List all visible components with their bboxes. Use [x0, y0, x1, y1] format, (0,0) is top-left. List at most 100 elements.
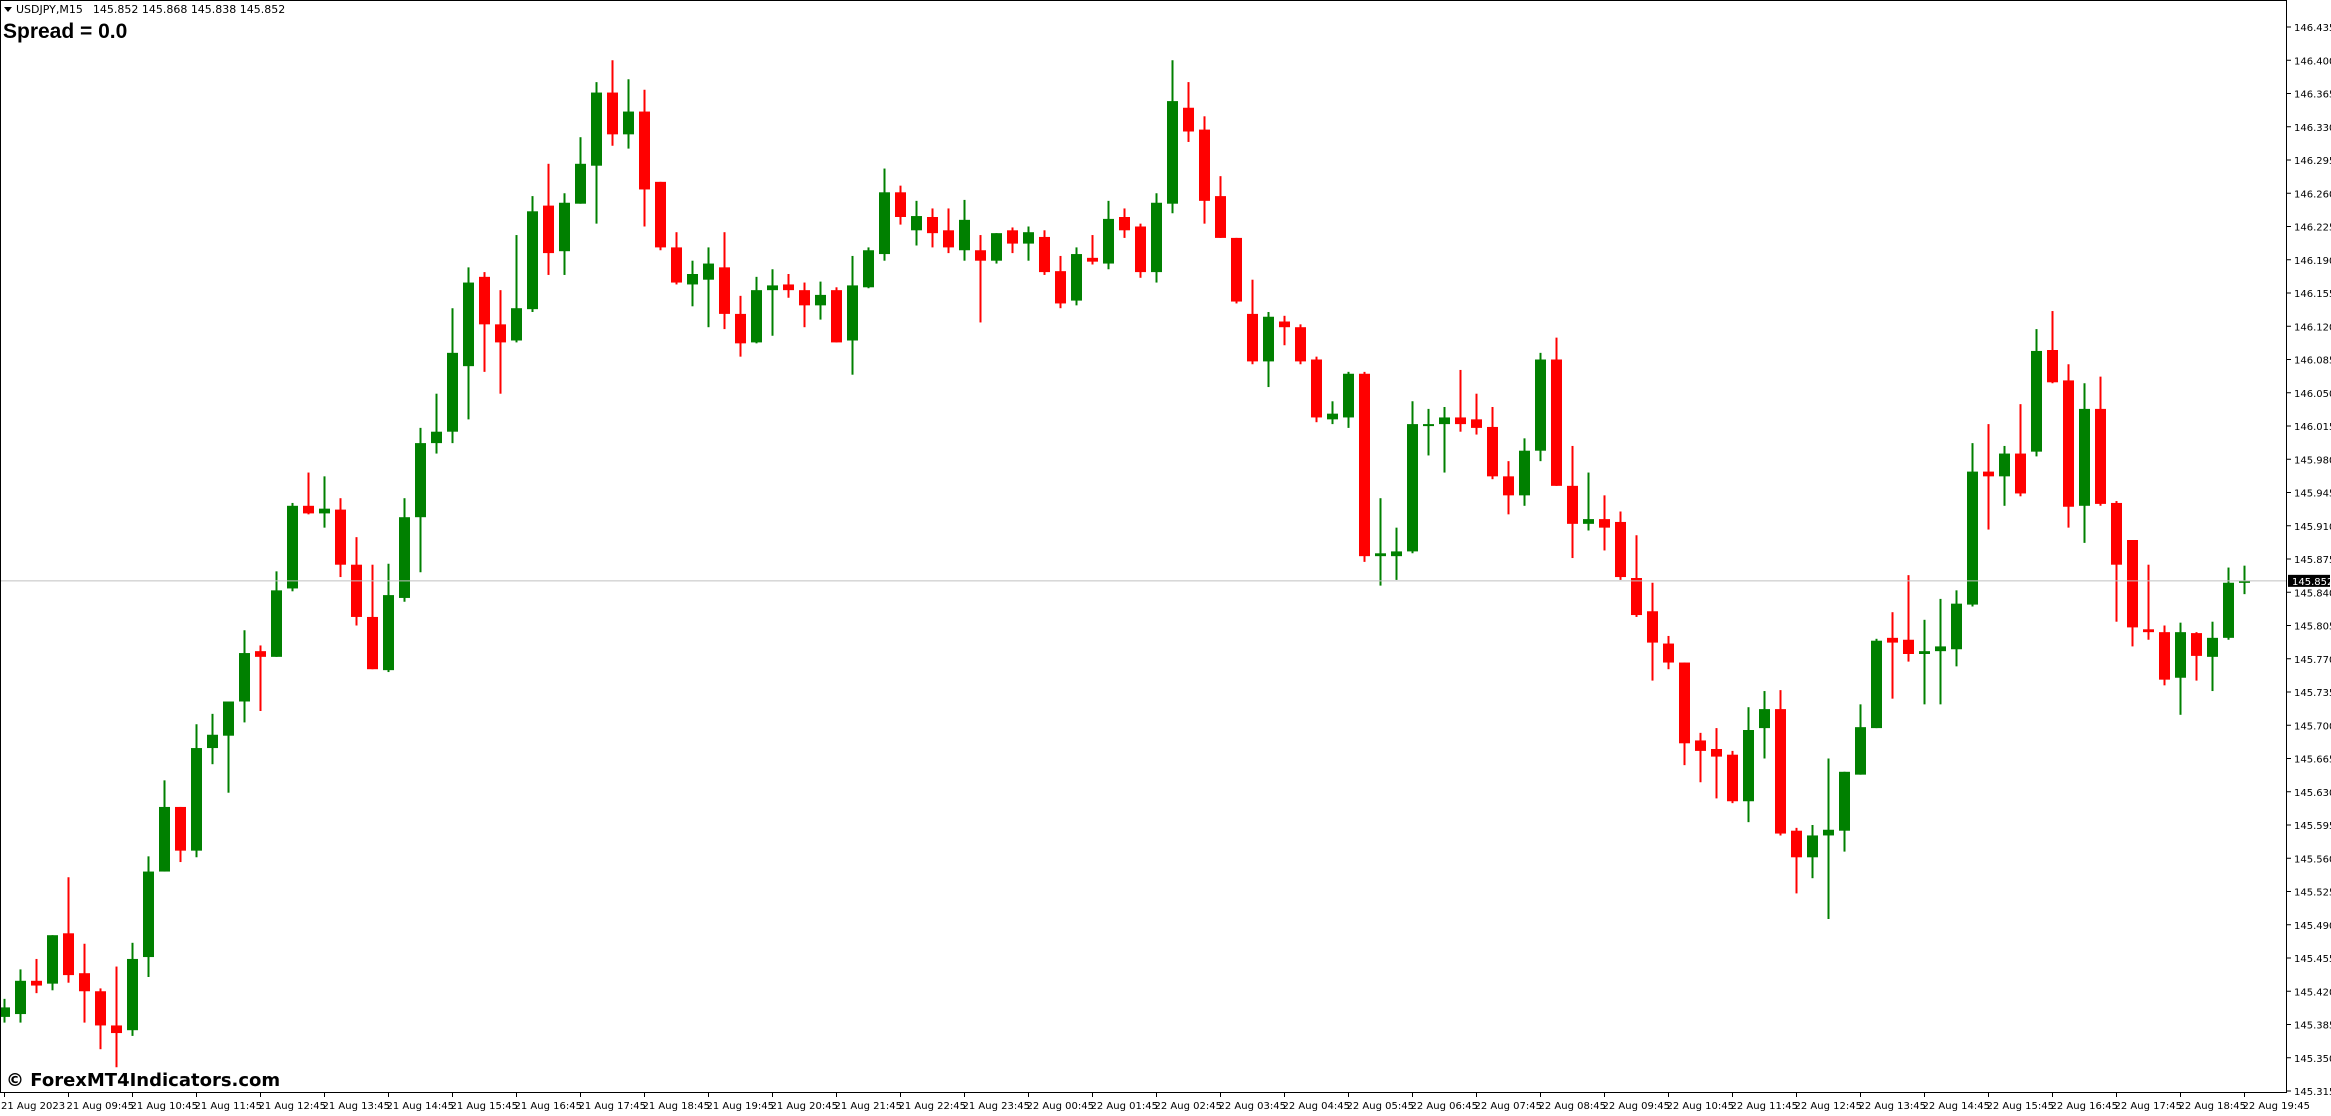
- candle-body: [335, 509, 346, 565]
- candle: [367, 564, 378, 670]
- candle-body: [143, 871, 154, 958]
- candle-body: [415, 443, 426, 518]
- watermark: © ForexMT4Indicators.com: [6, 1070, 281, 1091]
- candle-body: [1727, 754, 1738, 802]
- candle: [735, 295, 746, 357]
- candle-body: [1023, 232, 1034, 244]
- price-tick-label: 146.330: [2294, 123, 2331, 134]
- candle-body: [831, 290, 842, 343]
- candle-body: [2095, 408, 2106, 504]
- candle: [287, 502, 298, 592]
- time-tick-label: 22 Aug 18:45: [2179, 1101, 2246, 1112]
- candle-body: [543, 205, 554, 254]
- candle-body: [735, 313, 746, 344]
- candle-body: [1951, 603, 1962, 650]
- candle: [0, 998, 10, 1023]
- time-tick-label: 21 Aug 14:45: [387, 1101, 454, 1112]
- candle: [1039, 230, 1050, 275]
- candle-body: [1215, 196, 1226, 238]
- price-tick-label: 146.295: [2294, 156, 2331, 167]
- candle-body: [1135, 226, 1146, 273]
- candle: [2207, 621, 2218, 692]
- candle: [1535, 352, 1546, 462]
- candle-body: [751, 290, 762, 343]
- candle: [495, 290, 506, 394]
- candle: [719, 232, 730, 330]
- price-tick-label: 146.015: [2294, 422, 2331, 433]
- candle: [1343, 371, 1354, 428]
- candle-body: [1663, 643, 1674, 663]
- time-tick-label: 21 Aug 09:45: [67, 1101, 134, 1112]
- candle: [1311, 356, 1322, 423]
- price-tick-label: 145.945: [2294, 489, 2331, 500]
- price-tick-label: 146.120: [2294, 322, 2331, 333]
- candle: [1775, 690, 1786, 836]
- candle-body: [1247, 313, 1258, 362]
- candle: [319, 476, 330, 528]
- candle-body: [1327, 413, 1338, 420]
- candle: [479, 272, 490, 372]
- candle-body: [607, 92, 618, 135]
- time-tick-label: 22 Aug 14:45: [1923, 1101, 1990, 1112]
- candle-body: [1999, 453, 2010, 477]
- candle-body: [495, 324, 506, 343]
- candle-body: [687, 274, 698, 285]
- candle-body: [1791, 830, 1802, 858]
- price-tick-label: 146.050: [2294, 389, 2331, 400]
- candle-body: [1519, 450, 1530, 496]
- candle-body: [959, 219, 970, 251]
- time-tick-label: 22 Aug 04:45: [1283, 1101, 1350, 1112]
- candle: [591, 82, 602, 224]
- candle: [63, 877, 74, 983]
- price-axis[interactable]: 146.435 146.400 146.365 146.330 146.295 146.2…: [2287, 23, 2331, 1098]
- price-tick-label: 145.455: [2294, 954, 2331, 965]
- candle-body: [1855, 727, 1866, 775]
- candle: [2127, 540, 2138, 647]
- candle: [1727, 750, 1738, 804]
- time-tick-label: 21 Aug 11:45: [195, 1101, 262, 1112]
- candle: [575, 137, 586, 204]
- price-tick-label: 145.560: [2294, 854, 2331, 865]
- time-tick-label: 21 Aug 18:45: [643, 1101, 710, 1112]
- candle: [2063, 364, 2074, 528]
- time-tick-label: 22 Aug 19:45: [2243, 1101, 2310, 1112]
- candle: [1231, 237, 1242, 304]
- candle: [175, 806, 186, 863]
- candle: [1247, 279, 1258, 365]
- time-tick-label: 22 Aug 08:45: [1539, 1101, 1606, 1112]
- candle: [943, 208, 954, 254]
- candle-body: [1295, 327, 1306, 362]
- candle-body: [2047, 350, 2058, 383]
- candle-body: [799, 290, 810, 306]
- candle: [1167, 60, 1178, 214]
- triangle-down-icon[interactable]: [4, 7, 12, 12]
- candle-body: [47, 935, 58, 984]
- candle: [1983, 424, 1994, 530]
- candle: [1183, 82, 1194, 142]
- price-tick-label: 146.155: [2294, 289, 2331, 300]
- candle-body: [655, 181, 666, 248]
- time-tick-label: 21 Aug 17:45: [579, 1101, 646, 1112]
- price-tick-label: 145.665: [2294, 755, 2331, 766]
- time-tick-label: 22 Aug 15:45: [1987, 1101, 2054, 1112]
- candle: [271, 571, 282, 657]
- time-tick-label: 21 Aug 19:45: [707, 1101, 774, 1112]
- current-price-box: [2288, 574, 2330, 587]
- candle: [607, 60, 618, 146]
- candle-body: [1103, 218, 1114, 264]
- price-tick-label: 146.225: [2294, 223, 2331, 234]
- price-tick-label: 145.350: [2294, 1054, 2331, 1065]
- candle-body: [703, 263, 714, 280]
- symbol-timeframe: USDJPY,M15: [16, 3, 83, 16]
- candle: [1807, 825, 1818, 879]
- candle-body: [1615, 521, 1626, 578]
- candle: [1263, 312, 1274, 388]
- candle-body: [2031, 350, 2042, 452]
- candle: [2095, 376, 2106, 506]
- candle-body: [1775, 709, 1786, 834]
- candle-body: [1887, 637, 1898, 643]
- candle-body: [1167, 101, 1178, 204]
- candle: [1519, 438, 1530, 506]
